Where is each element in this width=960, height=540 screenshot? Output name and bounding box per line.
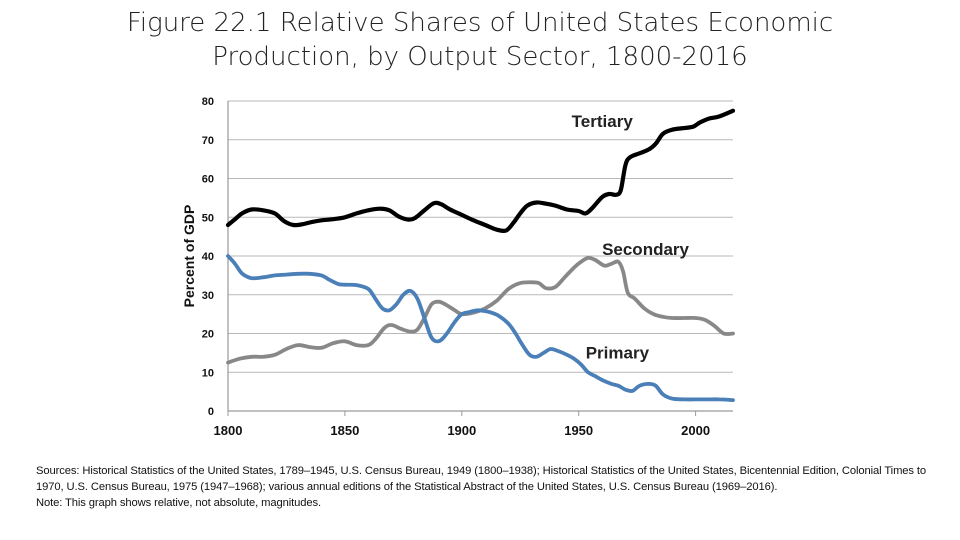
y-tick-label-70: 70 [202,135,214,147]
chart-title: Figure 22.1 Relative Shares of United St… [0,6,960,74]
series-line-primary [226,254,735,402]
series-line-secondary [226,255,735,365]
gridlines [228,100,733,373]
series-label-tertiary: Tertiary [572,112,634,131]
y-tick-label-10: 10 [202,367,214,379]
sources-text: Sources: Historical Statistics of the Un… [36,465,927,493]
y-tick-label-50: 50 [202,212,214,224]
series-line-tertiary [225,108,736,233]
y-axis-title: Percent of GDP [181,205,197,308]
series-label-secondary: Secondary [602,240,689,259]
sources-note: Sources: Historical Statistics of the Un… [36,463,928,511]
axes: 0 10 20 30 40 50 60 70 80 1800 1850 1900 1950 2000 Per… [181,96,733,438]
sector-share-line-chart: 0 10 20 30 40 50 60 70 80 1800 1850 1900 1950 2000 Per… [181,96,736,438]
x-tick-label-1900: 1900 [447,423,476,438]
x-tick-label-2000: 2000 [681,423,710,438]
y-tick-label-40: 40 [202,251,214,263]
y-tick-label-20: 20 [202,329,214,341]
chart-title-line-1: Figure 22.1 Relative Shares of United St… [126,8,834,38]
y-tick-label-60: 60 [202,174,214,186]
y-tick-label-0: 0 [208,406,214,418]
x-tick-label-1950: 1950 [564,423,593,438]
x-tick-label-1800: 1800 [214,423,243,438]
series-label-primary: Primary [586,344,650,363]
graph-note: Note: This graph shows relative, not abs… [36,497,322,509]
y-tick-label-30: 30 [202,290,214,302]
chart-title-line-2: Production, by Output Sector, 1800-2016 [212,42,748,72]
series-labels: Tertiary Secondary Primary [572,112,690,363]
x-tick-label-1850: 1850 [330,423,359,438]
series-lines [225,108,736,402]
y-tick-label-80: 80 [202,96,214,108]
